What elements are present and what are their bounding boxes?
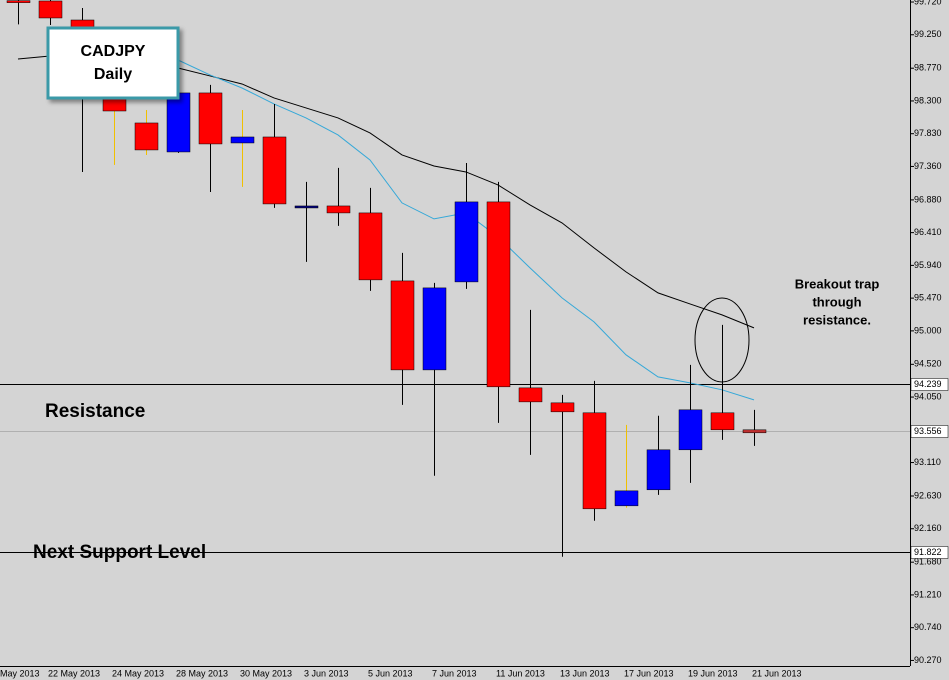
y-tick-label: 91.680	[914, 557, 942, 567]
y-tick-label: 97.360	[914, 161, 942, 171]
box-label: Daily	[94, 66, 132, 83]
candle-body	[518, 387, 543, 403]
y-tick-label: 98.770	[914, 63, 942, 73]
y-tick-label: 96.880	[914, 194, 942, 204]
candle-body	[678, 409, 703, 451]
y-tick-label: 97.830	[914, 128, 942, 138]
candle-body	[38, 0, 63, 19]
x-tick-label: 13 Jun 2013	[560, 668, 610, 678]
y-tick-label: 91.210	[914, 589, 942, 599]
note: resistance.	[803, 312, 871, 327]
level-label: 93.556	[914, 426, 942, 436]
y-tick-label: 95.000	[914, 325, 942, 335]
highlight-ellipse	[694, 297, 750, 383]
box-label: CADJPY	[81, 43, 146, 60]
candle-body	[550, 402, 575, 413]
y-tick-label: 92.630	[914, 490, 942, 500]
y-tick-label: 96.410	[914, 227, 942, 237]
candle-body	[646, 449, 671, 491]
candle-body	[614, 490, 639, 507]
x-tick-label: 3 Jun 2013	[304, 668, 349, 678]
y-tick-label: 95.940	[914, 260, 942, 270]
level-label-box	[910, 546, 949, 559]
level-label-box	[910, 425, 949, 438]
candle-body	[486, 201, 511, 388]
candle-body	[294, 205, 319, 209]
candle-body	[582, 412, 607, 510]
x-tick-label: 5 Jun 2013	[368, 668, 413, 678]
x-tick-label: 7 Jun 2013	[432, 668, 477, 678]
candle-body	[6, 0, 31, 3]
y-tick-label: 95.470	[914, 293, 942, 303]
candle-body	[326, 205, 351, 214]
x-tick-label: 30 May 2013	[240, 668, 292, 678]
candle-body	[166, 92, 191, 153]
x-tick-label: 17 Jun 2013	[624, 668, 674, 678]
y-tick-label: 99.720	[914, 0, 942, 6]
candle-body	[134, 122, 159, 151]
y-tick-label: 94.520	[914, 359, 942, 369]
level-label: 91.822	[914, 547, 942, 557]
candle-body	[358, 212, 383, 281]
moving-average	[145, 43, 755, 401]
y-tick-label: 94.050	[914, 391, 942, 401]
x-tick-label: 19 Jun 2013	[688, 668, 738, 678]
x-tick-label: 22 May 2013	[48, 668, 100, 678]
candle-body	[742, 429, 767, 434]
candle-body	[262, 136, 287, 205]
note: Breakout trap	[795, 276, 880, 291]
candle-body	[454, 201, 479, 283]
support-label: Next Support Level	[33, 542, 206, 563]
label-box	[46, 26, 180, 100]
candle-body	[230, 136, 255, 144]
x-tick-label: 24 May 2013	[112, 668, 164, 678]
level-label-box	[910, 378, 949, 391]
y-tick-label: 90.740	[914, 622, 942, 632]
resistance-label: Resistance	[45, 401, 145, 422]
y-tick-label: 90.270	[914, 655, 942, 665]
candle-body	[710, 412, 735, 431]
candle-body	[422, 287, 447, 371]
note: through	[812, 294, 861, 309]
level-label: 94.239	[914, 379, 942, 389]
candle-body	[390, 280, 415, 371]
x-tick-label: May 2013	[0, 668, 40, 678]
candle-body	[198, 92, 223, 145]
y-tick-label: 98.300	[914, 95, 942, 105]
x-tick-label: 21 Jun 2013	[752, 668, 802, 678]
x-tick-label: 28 May 2013	[176, 668, 228, 678]
y-tick-label: 92.160	[914, 523, 942, 533]
y-tick-label: 99.250	[914, 29, 942, 39]
x-tick-label: 11 Jun 2013	[496, 668, 545, 678]
y-tick-label: 93.110	[914, 457, 941, 467]
